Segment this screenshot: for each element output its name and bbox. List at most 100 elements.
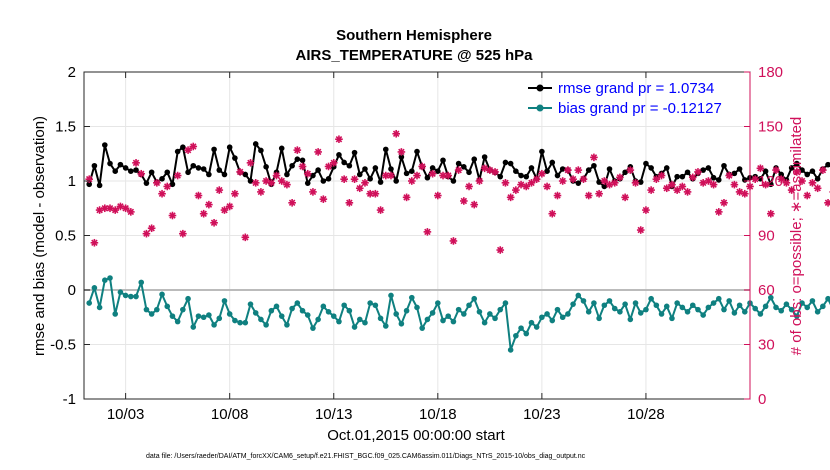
rmse-point [372,165,379,171]
obs-star-stroke [340,175,348,183]
obs-star-stroke [725,172,733,179]
bias-point [278,313,285,319]
x-tick-label: 10/08 [211,406,249,423]
bias-point [299,307,306,314]
rmse-point [768,181,774,188]
obs-assimilated-point [298,162,307,171]
bias-point [788,306,795,313]
legend-rmse-label: rmse grand pr = 1.0734 [558,80,714,97]
bias-point [284,322,290,328]
obs-star-stroke [809,179,816,187]
obs-star-stroke [174,172,181,179]
rmse-point [185,169,191,176]
rmse-point [684,169,691,176]
bias-point [315,316,321,323]
bias-point [325,309,332,315]
obs-star-stroke [288,199,296,207]
obs-star-stroke [814,185,821,192]
bias-point [330,313,337,319]
obs-star-stroke [595,190,603,197]
legend-rmse-marker [536,84,544,92]
bias-point [617,309,623,315]
y2-tick-label: 90 [758,228,775,245]
y2-axis-label: # of obs: o=possible; ∗=assimilated [788,117,805,356]
rmse-point [559,166,566,172]
obs-assimilated-point [153,179,161,187]
bias-point [669,315,675,322]
obs-star-stroke [470,201,478,208]
bias-point [565,311,571,317]
obs-star-stroke [439,172,447,179]
rmse-point [554,172,561,179]
rmse-point [356,171,363,178]
rmse-point [414,148,420,155]
obs-star-stroke [694,168,702,176]
obs-star-stroke [132,159,140,167]
bias-point [523,330,530,337]
bias-point [216,315,223,322]
obs-assimilated-point [387,171,395,180]
obs-star-stroke [523,183,530,190]
obs-assimilated-point [798,177,806,185]
rmse-point [429,165,436,171]
obs-assimilated-point [236,168,244,176]
bias-point [336,318,342,325]
rmse-point [643,160,649,167]
obs-star-stroke [788,186,795,194]
obs-assimilated-point [626,166,635,174]
bias-point [190,324,197,330]
bias-point [507,347,514,353]
obs-assimilated-point [512,186,520,194]
obs-star-stroke [757,165,764,172]
rmse-point [252,141,259,147]
bias-point [252,310,259,316]
obs-assimilated-point [428,169,437,178]
bias-point [450,318,457,325]
bias-point [440,317,446,324]
rmse-point [221,171,228,178]
bias-point [752,305,759,312]
bias-point [715,295,722,302]
obs-star-stroke [231,190,239,197]
rmse-point [143,180,150,186]
obs-assimilated-point [470,200,479,209]
obs-star-stroke [533,175,540,183]
obs-star-stroke [762,181,769,188]
bias-point [242,319,249,326]
rmse-point [549,159,556,166]
rmse-point [388,166,394,172]
obs-star-stroke [247,159,254,167]
obs-star-stroke [450,237,457,245]
rmse-point [788,165,795,171]
obs-star-stroke [543,183,551,190]
obs-star-stroke [148,224,155,232]
obs-star-stroke [387,172,395,179]
obs-assimilated-point [329,159,338,167]
bias-point [809,298,816,304]
obs-star-stroke [601,177,608,185]
bias-point [154,306,160,313]
bias-point [721,306,727,313]
obs-star-stroke [137,170,145,177]
bias-point [606,298,613,304]
obs-assimilated-point [751,175,760,183]
obs-assimilated-point [210,218,218,227]
obs-assimilated-point [392,129,400,138]
bias-point [622,301,628,307]
obs-star-stroke [299,163,306,170]
obs-assimilated-point [324,162,333,171]
obs-star-stroke [242,234,249,241]
bias-point [237,319,243,326]
obs-assimilated-point [501,179,510,187]
rmse-point [310,172,316,179]
obs-assimilated-point [231,189,239,198]
obs-star-stroke [668,181,676,188]
bias-point [799,300,805,306]
rmse-point [174,148,181,155]
rmse-point [133,167,139,173]
obs-star-stroke [549,210,556,217]
obs-assimilated-point [267,179,276,187]
obs-assimilated-point [564,166,572,174]
rmse-point [804,171,811,178]
bias-point [804,304,811,311]
